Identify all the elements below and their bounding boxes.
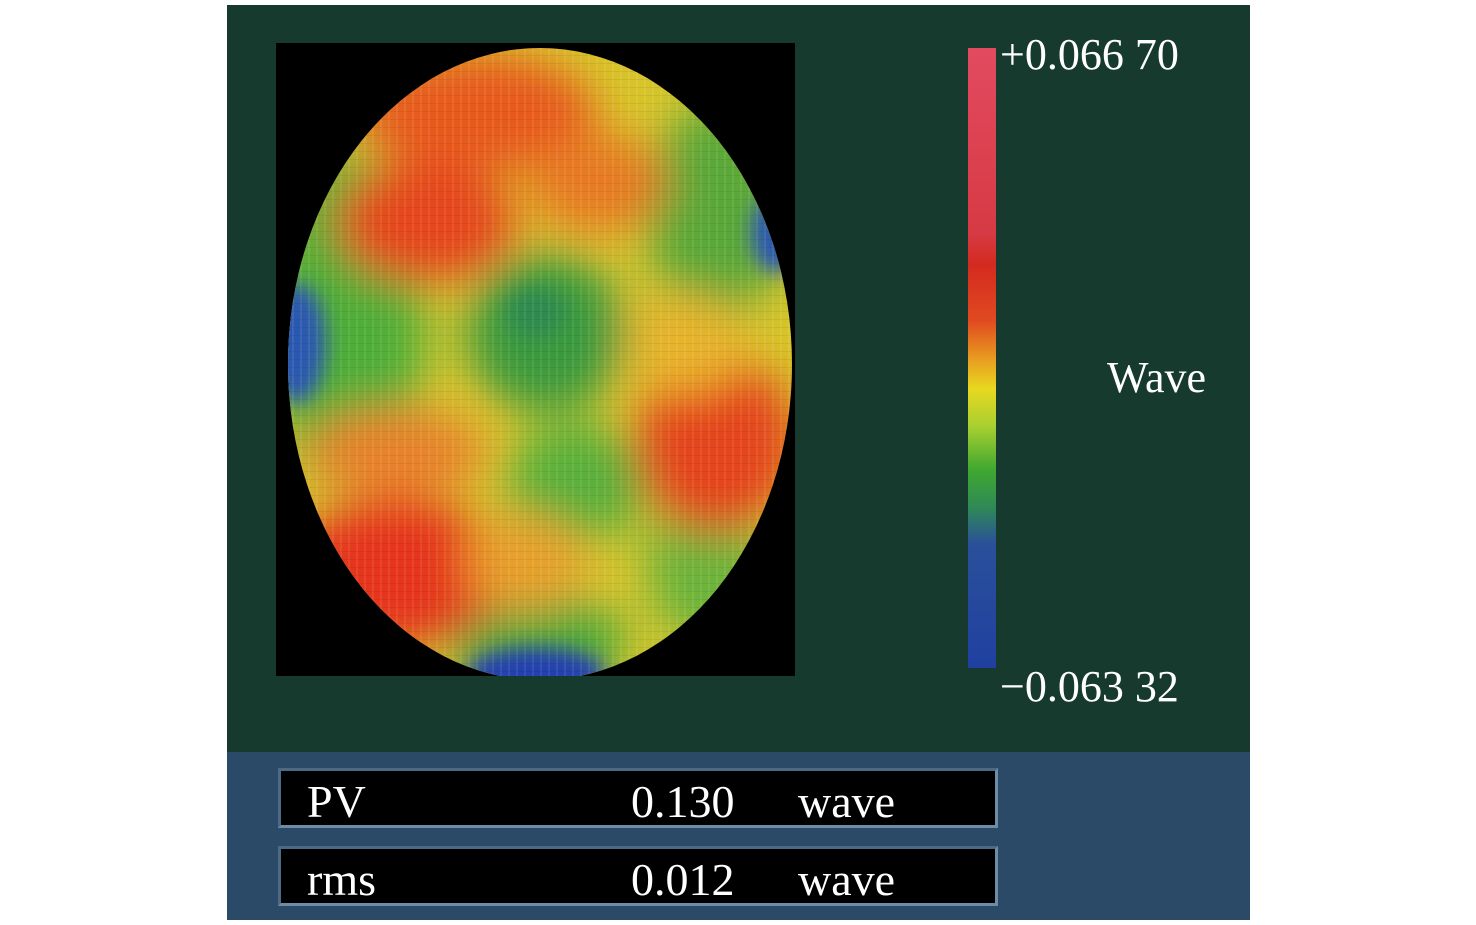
surface-map — [276, 43, 795, 676]
color-scale-bar — [968, 48, 996, 668]
statistics-panel: PV 0.130 wave rms 0.012 wave — [227, 752, 1250, 920]
wavefront-map-icon — [288, 48, 792, 676]
pv-value: 0.130 — [631, 776, 735, 827]
rms-value: 0.012 — [631, 854, 735, 905]
scale-min-label: −0.063 32 — [1000, 662, 1179, 711]
pv-unit: wave — [798, 776, 896, 827]
rms-label: rms — [307, 854, 376, 905]
wavefront-panel: +0.066 70 −0.063 32 Wave — [227, 5, 1250, 752]
scale-unit-label: Wave — [1107, 353, 1207, 402]
rms-unit: wave — [798, 854, 896, 905]
pv-row: PV 0.130 wave — [278, 768, 998, 828]
scale-max-label: +0.066 70 — [1000, 30, 1179, 79]
pv-label: PV — [307, 776, 366, 827]
rms-row: rms 0.012 wave — [278, 846, 998, 906]
